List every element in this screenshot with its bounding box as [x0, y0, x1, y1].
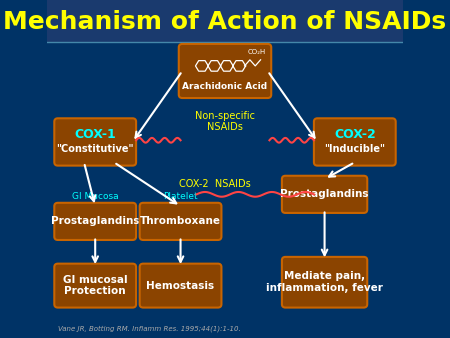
Text: CO₂H: CO₂H: [248, 49, 266, 55]
FancyBboxPatch shape: [54, 203, 136, 240]
Text: Mediate pain,
inflammation, fever: Mediate pain, inflammation, fever: [266, 271, 383, 293]
Text: Thromboxane: Thromboxane: [140, 216, 221, 226]
FancyBboxPatch shape: [140, 203, 221, 240]
FancyBboxPatch shape: [282, 176, 367, 213]
Text: COX-2  NSAIDs: COX-2 NSAIDs: [179, 179, 251, 189]
FancyBboxPatch shape: [54, 118, 136, 166]
Text: Prostaglandins: Prostaglandins: [280, 189, 369, 199]
Text: "Constitutive": "Constitutive": [56, 144, 134, 154]
Text: "Inducible": "Inducible": [324, 144, 385, 154]
FancyBboxPatch shape: [179, 44, 271, 98]
Text: GI Mucosa: GI Mucosa: [72, 192, 118, 201]
FancyBboxPatch shape: [54, 264, 136, 308]
Text: COX-2: COX-2: [334, 128, 376, 141]
Text: Hemostasis: Hemostasis: [147, 281, 215, 291]
FancyBboxPatch shape: [314, 118, 396, 166]
FancyBboxPatch shape: [282, 257, 367, 308]
FancyBboxPatch shape: [47, 0, 403, 42]
Text: Arachidonic Acid: Arachidonic Acid: [182, 81, 268, 91]
Text: Mechanism of Action of NSAIDs: Mechanism of Action of NSAIDs: [4, 10, 446, 34]
Text: COX-1: COX-1: [74, 128, 116, 141]
FancyBboxPatch shape: [140, 264, 221, 308]
Text: GI mucosal
Protection: GI mucosal Protection: [63, 275, 127, 296]
Text: Vane JR, Botting RM. Inflamm Res. 1995;44(1):1-10.: Vane JR, Botting RM. Inflamm Res. 1995;4…: [58, 325, 241, 332]
Text: Prostaglandins: Prostaglandins: [51, 216, 140, 226]
Text: Platelet: Platelet: [163, 192, 198, 201]
Text: Non-specific
NSAIDs: Non-specific NSAIDs: [195, 111, 255, 132]
